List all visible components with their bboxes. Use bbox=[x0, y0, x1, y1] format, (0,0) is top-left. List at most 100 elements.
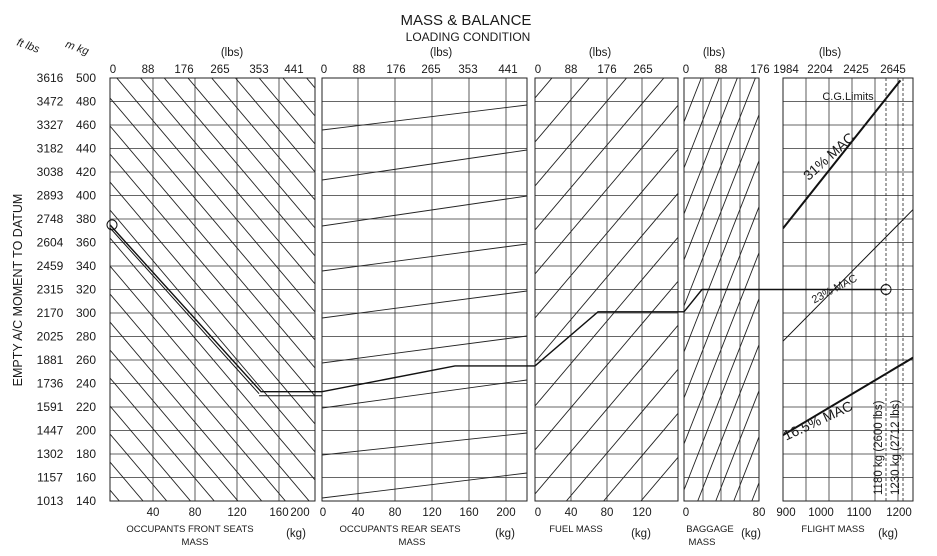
y-tick-label-ftlbs: 1013 bbox=[37, 494, 64, 508]
x-tick-label-lbs: 0 bbox=[321, 64, 327, 76]
x-tick-label-lbs: 88 bbox=[353, 64, 366, 76]
x-tick-label-lbs: 441 bbox=[284, 64, 303, 76]
panel-fuel: 0 88 176 265 0 40 80 120 (lbs) (kg) FUEL MASS bbox=[534, 0, 937, 540]
x-tick-label-kg: 0 bbox=[535, 507, 541, 519]
x-unit-kg: (kg) bbox=[286, 528, 306, 540]
y-tick-label-mkg: 220 bbox=[76, 400, 96, 414]
y-tick-label-ftlbs: 2604 bbox=[37, 236, 64, 250]
guide-line bbox=[322, 290, 527, 319]
x-tick-label-lbs: 265 bbox=[633, 64, 652, 76]
guide-line bbox=[322, 379, 527, 409]
guide-line bbox=[535, 0, 937, 10]
guide-line bbox=[110, 546, 530, 556]
x-tick-label-lbs: 353 bbox=[458, 64, 477, 76]
x-tick-label-kg: 1100 bbox=[847, 507, 872, 519]
guide-line bbox=[110, 153, 315, 397]
guide-line bbox=[535, 280, 678, 451]
guide-line bbox=[116, 78, 315, 313]
y-tick-label-ftlbs: 2893 bbox=[37, 189, 64, 203]
y-tick-label-ftlbs: 3038 bbox=[37, 165, 64, 179]
x-tick-label-lbs: 176 bbox=[386, 64, 405, 76]
guide-line bbox=[322, 432, 527, 456]
panel-baggage: 0 88 176 0 80 (lbs) (kg) BAGGAGE MASS bbox=[683, 0, 937, 548]
x-tick-label-lbs: 2645 bbox=[880, 64, 906, 76]
y-tick-label-ftlbs: 2170 bbox=[37, 306, 64, 320]
y-axis-title: EMPTY A/C MOMENT TO DATUM bbox=[11, 194, 25, 387]
x-unit-kg: (kg) bbox=[878, 528, 898, 540]
guide-line bbox=[110, 209, 315, 453]
panel-frame bbox=[534, 77, 679, 502]
x-axis-title: FLIGHT MASS bbox=[801, 524, 864, 535]
y-tick-label-mkg: 500 bbox=[76, 71, 96, 85]
guide-line bbox=[163, 78, 315, 257]
guide-line bbox=[322, 104, 527, 131]
guide-line bbox=[110, 181, 315, 425]
guide-line bbox=[322, 149, 527, 181]
guide-line bbox=[684, 78, 702, 123]
panel-rear_seats: 0 88 176 265 353 441 0 40 80 120 160 200 (lbs) (kg) OC… bbox=[320, 47, 528, 548]
guide-line bbox=[684, 113, 759, 307]
guide-line bbox=[684, 159, 759, 353]
y-tick-label-mkg: 420 bbox=[76, 165, 96, 179]
guide-line bbox=[715, 389, 759, 501]
y-tick-label-ftlbs: 3327 bbox=[37, 118, 64, 132]
guide-line bbox=[684, 78, 720, 169]
x-tick-label-lbs: 176 bbox=[750, 64, 769, 76]
guide-line bbox=[258, 78, 315, 145]
x-axis-title: FUEL MASS bbox=[549, 524, 603, 535]
x-tick-label-kg: 160 bbox=[269, 507, 288, 519]
x-axis-title-2: MASS bbox=[689, 537, 716, 548]
y-unit-ftlbs: ft lbs bbox=[15, 37, 41, 56]
y-tick-label-mkg: 280 bbox=[76, 330, 96, 344]
x-tick-label-kg: 160 bbox=[459, 507, 478, 519]
guide-line bbox=[684, 0, 937, 30]
y-tick-label-mkg: 380 bbox=[76, 212, 96, 226]
y-tick-label-mkg: 340 bbox=[76, 259, 96, 273]
x-unit-kg: (kg) bbox=[495, 528, 515, 540]
x-unit-lbs: (lbs) bbox=[221, 47, 244, 59]
x-tick-label-lbs: 0 bbox=[683, 64, 689, 76]
x-axis-title-2: MASS bbox=[182, 537, 209, 548]
x-tick-label-kg: 80 bbox=[389, 507, 402, 519]
y-tick-label-ftlbs: 1591 bbox=[37, 400, 64, 414]
y-tick-label-mkg: 480 bbox=[76, 95, 96, 109]
mass-marker-label: 1180 kg (2600 lbs) bbox=[873, 400, 885, 495]
guide-line bbox=[684, 78, 756, 261]
x-tick-label-lbs: 0 bbox=[110, 64, 116, 76]
guide-line bbox=[110, 377, 215, 501]
x-unit-lbs: (lbs) bbox=[819, 47, 842, 59]
x-tick-label-lbs: 176 bbox=[174, 64, 193, 76]
x-tick-label-kg: 120 bbox=[422, 507, 441, 519]
guide-line bbox=[282, 78, 315, 117]
guide-line bbox=[535, 236, 678, 407]
y-tick-label-ftlbs: 3472 bbox=[37, 95, 64, 109]
y-tick-label-mkg: 360 bbox=[76, 236, 96, 250]
guide-line bbox=[322, 472, 527, 499]
cg-limit-label: 16.5% MAC bbox=[781, 397, 855, 443]
guide-line bbox=[684, 205, 759, 399]
guide-line bbox=[684, 78, 738, 215]
y-tick-label-mkg: 320 bbox=[76, 283, 96, 297]
y-tick-label-mkg: 180 bbox=[76, 447, 96, 461]
guide-line bbox=[535, 192, 678, 363]
y-tick-label-ftlbs: 1302 bbox=[37, 447, 64, 461]
guide-line bbox=[139, 78, 315, 285]
guide-line bbox=[677, 500, 678, 501]
guide-line bbox=[110, 321, 263, 501]
x-unit-lbs: (lbs) bbox=[430, 47, 453, 59]
x-tick-label-kg: 40 bbox=[352, 507, 365, 519]
y-tick-label-ftlbs: 1881 bbox=[37, 353, 64, 367]
cg-limit-line bbox=[783, 356, 913, 437]
y-tick-label-ftlbs: 3616 bbox=[37, 71, 64, 85]
x-tick-label-lbs: 1984 bbox=[773, 64, 799, 76]
x-tick-label-kg: 120 bbox=[632, 507, 651, 519]
guide-line bbox=[110, 265, 310, 501]
guide-line bbox=[110, 405, 192, 501]
x-tick-label-kg: 1200 bbox=[886, 507, 912, 519]
guide-line bbox=[603, 412, 678, 501]
x-tick-label-kg: 0 bbox=[320, 507, 326, 519]
guide-line bbox=[535, 324, 678, 495]
guide-line bbox=[110, 349, 239, 501]
start-point-marker bbox=[106, 219, 118, 231]
